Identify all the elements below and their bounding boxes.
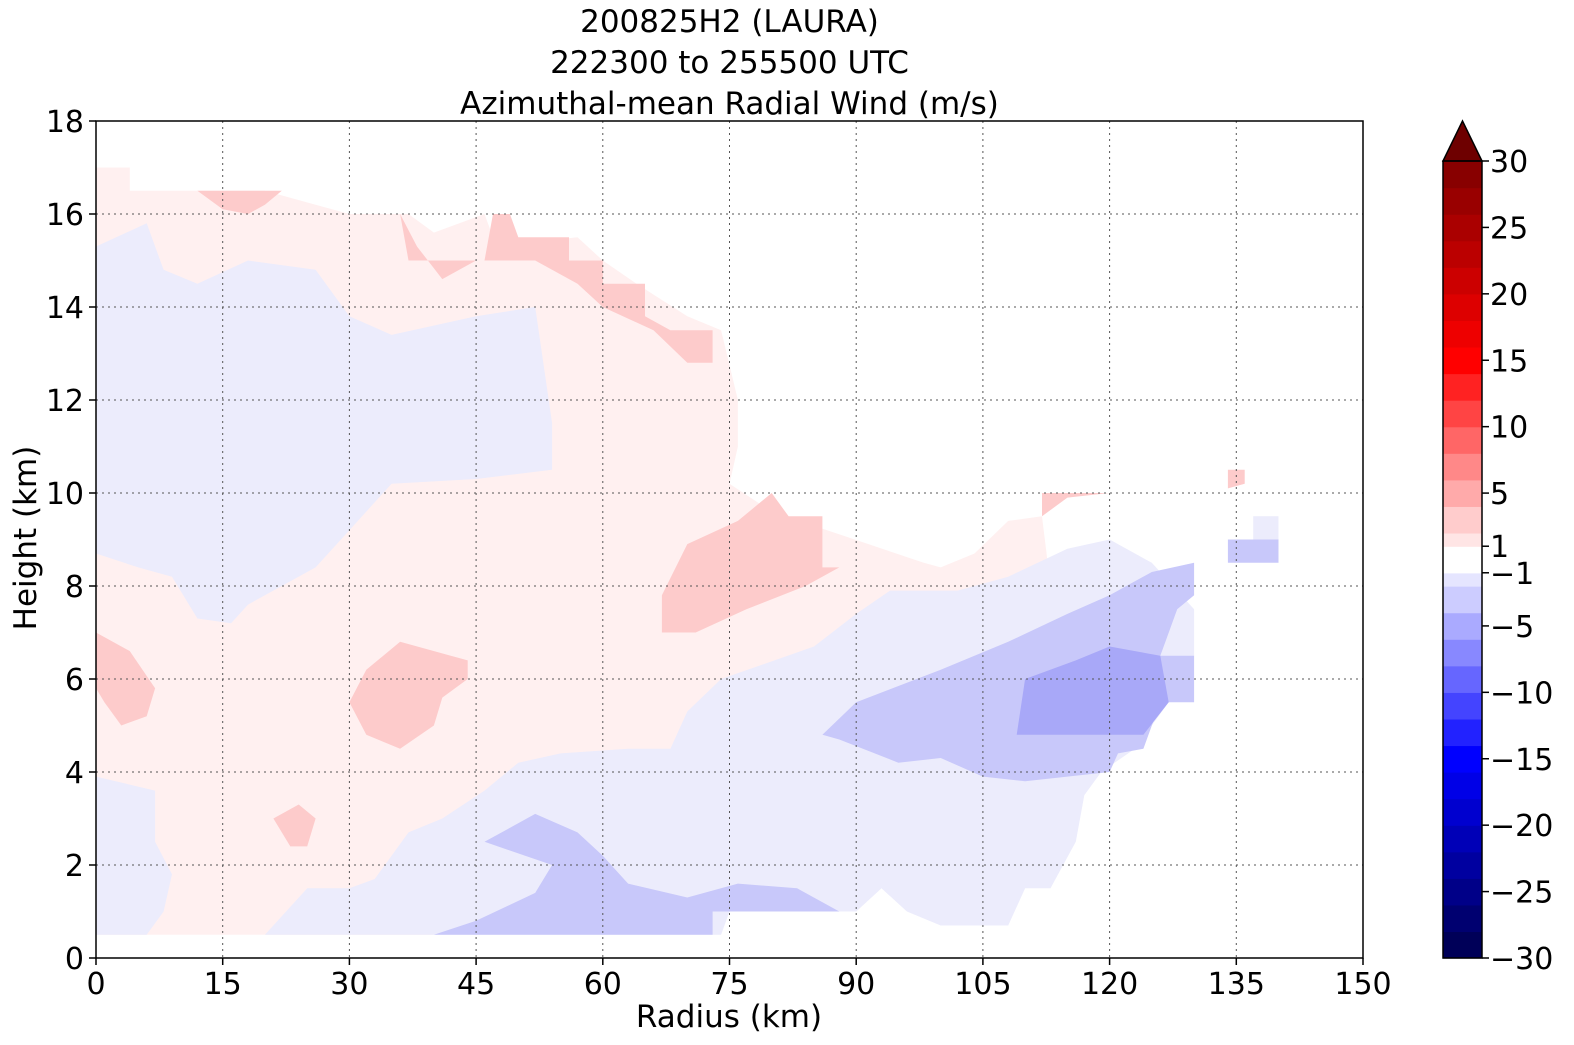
contour-region-7 (1227, 539, 1279, 563)
x-tick-label-7: 105 (954, 967, 1011, 1002)
contour-region-10 (349, 641, 468, 749)
x-tick-label-8: 120 (1081, 967, 1138, 1002)
colorbar-band-22 (1443, 373, 1482, 401)
colorbar-band-9 (1443, 692, 1482, 720)
contour-region-6 (1016, 646, 1169, 735)
y-tick-label-9: 18 (46, 105, 84, 140)
y-tick-label-7: 14 (46, 291, 84, 326)
contour-region-9 (96, 632, 156, 726)
contour-region-4 (433, 813, 840, 935)
colorbar-tick-label-12: −25 (1490, 876, 1553, 911)
colorbar-band-13 (1443, 586, 1482, 614)
colorbar-tick-label-7: −1 (1490, 557, 1534, 592)
colorbar-band-19 (1443, 453, 1482, 481)
colorbar-tick-label-5: 5 (1490, 477, 1509, 512)
colorbar-band-0 (1443, 931, 1482, 959)
y-tick-label-8: 16 (46, 198, 84, 233)
y-tick-label-1: 2 (65, 849, 84, 884)
colorbar-band-4 (1443, 825, 1482, 853)
colorbar-band-16 (1443, 532, 1482, 547)
x-tick-label-2: 30 (330, 967, 368, 1002)
x-tick-label-6: 90 (837, 967, 875, 1002)
y-tick-label-5: 10 (46, 477, 84, 512)
colorbar-band-28 (1443, 214, 1482, 242)
x-tick-label-3: 45 (457, 967, 495, 1002)
colorbar-extend-arrow (1441, 119, 1484, 162)
colorbar-band-8 (1443, 718, 1482, 747)
colorbar-tick-label-9: −10 (1490, 676, 1553, 711)
y-tick-label-4: 8 (65, 570, 84, 605)
contour-region-14 (1227, 469, 1245, 489)
axis-layer: 0 15 30 45 60 75 90 105 120 135 150 0 2 4 6 8 10 12 14 16 18 (46, 105, 1392, 1002)
colorbar-tick-label-6: 1 (1490, 530, 1509, 565)
colorbar-band-2 (1443, 878, 1482, 906)
grid-layer (96, 121, 1363, 958)
contour-region-13 (1042, 493, 1110, 517)
contour-region-15 (197, 190, 282, 214)
colorbar-band-17 (1443, 506, 1482, 534)
colorbar-band-6 (1443, 772, 1482, 800)
colorbar-band-3 (1443, 851, 1482, 879)
colorbar-band-29 (1443, 187, 1482, 215)
colorbar-tick-label-10: −15 (1490, 743, 1553, 778)
x-axis-label: Radius (km) (636, 999, 822, 1035)
colorbar-tick-label-4: 10 (1490, 411, 1528, 446)
colorbar-band-18 (1443, 479, 1482, 507)
colorbar-frame (1442, 160, 1483, 959)
colorbar-band-1 (1443, 904, 1482, 933)
y-tick-label-0: 0 (65, 942, 84, 977)
x-tick-label-9: 135 (1208, 967, 1265, 1002)
colorbar-band-26 (1443, 267, 1482, 295)
colorbar-band-20 (1443, 426, 1482, 454)
x-tick-label-5: 75 (710, 967, 748, 1002)
colorbar-band-15 (1443, 546, 1482, 574)
colorbar-band-21 (1443, 400, 1482, 428)
y-tick-label-6: 12 (46, 384, 84, 419)
chart-title-line-1: 200825H2 (LAURA) (580, 4, 879, 40)
contour-region-1 (96, 223, 553, 624)
colorbar-band-24 (1443, 320, 1482, 348)
x-tick-label-10: 150 (1334, 967, 1391, 1002)
contour-region-8 (1253, 516, 1279, 540)
chart-title-line-3: Azimuthal-mean Radial Wind (m/s) (460, 86, 999, 122)
colorbar-band-12 (1443, 612, 1482, 640)
colorbar-tick-label-3: 15 (1490, 344, 1528, 379)
colorbar-band-30 (1443, 161, 1482, 189)
contour-region-12 (661, 493, 840, 633)
colorbar-band-10 (1443, 665, 1482, 693)
colorbar-band-7 (1443, 745, 1482, 773)
chart-title-line-2: 222300 to 255500 UTC (550, 45, 909, 81)
colorbar-tick-label-0: 30 (1490, 145, 1528, 180)
colorbar-tick-label-1: 25 (1490, 211, 1528, 246)
contour-region-2 (96, 776, 172, 935)
colorbar-band-23 (1443, 346, 1482, 375)
contour-region-11 (273, 804, 316, 847)
y-tick-label-2: 4 (65, 756, 84, 791)
colorbar-tick-label-2: 20 (1490, 278, 1528, 313)
x-tick-label-4: 60 (584, 967, 622, 1002)
colorbar-band-11 (1443, 639, 1482, 667)
colorbar-tick-label-11: −20 (1490, 809, 1553, 844)
colorbar-band-25 (1443, 293, 1482, 321)
contour-fill-layer (96, 167, 1279, 935)
colorbar-band-5 (1443, 798, 1482, 826)
y-tick-label-3: 6 (65, 663, 84, 698)
contour-region-16 (400, 214, 713, 363)
x-tick-label-0: 0 (86, 967, 105, 1002)
colorbar-tick-label-13: −30 (1490, 942, 1553, 977)
colorbar-band-27 (1443, 240, 1482, 268)
colorbar-tick-label-8: −5 (1490, 610, 1534, 645)
colorbar: 30 25 20 15 10 5 1−1 −5 −10 −15 −20 −25 −30 (1441, 119, 1553, 977)
x-tick-label-1: 15 (204, 967, 242, 1002)
y-axis-label: Height (km) (8, 446, 44, 631)
colorbar-band-14 (1443, 572, 1482, 587)
